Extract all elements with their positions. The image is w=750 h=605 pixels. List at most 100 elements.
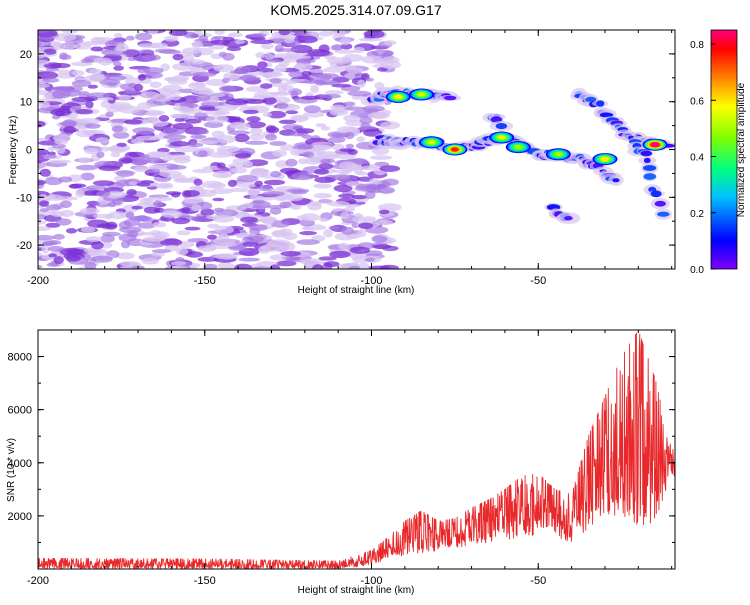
noise-blob — [318, 198, 334, 204]
noise-blob — [360, 122, 371, 129]
noise-blob — [260, 244, 283, 252]
noise-blob — [80, 172, 95, 181]
noise-blob — [226, 46, 242, 52]
noise-blob — [358, 222, 374, 229]
noise-blob — [208, 96, 220, 103]
noise-blob — [343, 106, 367, 111]
noise-blob — [72, 70, 85, 77]
noise-blob — [75, 189, 85, 198]
noise-blob — [339, 148, 356, 153]
noise-blob — [279, 245, 289, 252]
noise-blob — [357, 229, 367, 238]
noise-blob — [118, 157, 133, 164]
noise-blob — [140, 180, 155, 184]
colorbar-ticks: 0.0 0.2 0.4 0.6 0.8 — [690, 40, 716, 276]
noise-blob — [347, 90, 372, 97]
spectrogram-x-label: Height of straight line (km) — [298, 285, 415, 296]
noise-blob — [43, 48, 57, 55]
feature-core — [612, 178, 620, 183]
noise-blob — [160, 63, 170, 72]
noise-blob — [269, 264, 281, 269]
noise-blob — [59, 247, 83, 256]
noise-blob — [211, 130, 225, 138]
noise-blob — [300, 95, 321, 100]
noise-blob — [242, 235, 265, 243]
noise-blob — [255, 52, 266, 59]
noise-blob — [328, 225, 340, 230]
noise-blob — [47, 245, 65, 252]
noise-blob — [168, 90, 182, 95]
y-tick-label: 0 — [26, 145, 32, 157]
noise-blob — [271, 230, 287, 236]
noise-blob — [217, 262, 235, 269]
noise-blob — [142, 236, 166, 242]
feature-hotspot — [427, 140, 436, 145]
noise-blob — [303, 111, 325, 118]
noise-blob — [38, 83, 50, 89]
noise-blob — [115, 252, 135, 260]
feature-core — [640, 150, 653, 157]
noise-blob — [149, 196, 173, 202]
noise-blob — [351, 194, 368, 200]
noise-blob — [250, 33, 267, 38]
noise-blob — [310, 31, 319, 37]
noise-blob — [320, 158, 336, 164]
x-tick-label: -50 — [530, 275, 546, 287]
noise-blob — [137, 43, 161, 48]
noise-blob — [65, 255, 81, 262]
snr-y-label: SNR (10 * v/v) — [6, 438, 17, 502]
noise-blob — [269, 254, 291, 261]
noise-blob — [372, 244, 392, 250]
noise-blob — [38, 148, 50, 156]
noise-blob — [331, 44, 344, 51]
noise-blob — [75, 109, 93, 115]
noise-blob — [332, 76, 350, 83]
noise-blob — [48, 159, 72, 164]
noise-blob — [379, 165, 401, 173]
noise-blob — [106, 106, 121, 113]
feature-core — [444, 95, 457, 101]
noise-blob — [260, 83, 273, 89]
y-tick-label: 20 — [20, 49, 32, 61]
colorbar-label: Normalized spectral amplitude — [736, 82, 747, 217]
noise-blob — [331, 143, 345, 151]
noise-blob — [219, 242, 238, 247]
noise-blob — [89, 68, 103, 75]
noise-blob — [38, 194, 48, 199]
noise-blob — [369, 155, 393, 160]
noise-blob — [212, 170, 233, 179]
noise-blob — [214, 104, 238, 111]
noise-blob — [247, 188, 261, 197]
noise-blob — [383, 40, 397, 46]
noise-blob — [105, 111, 114, 118]
noise-blob — [176, 230, 191, 236]
noise-blob — [250, 39, 275, 45]
noise-blob — [364, 30, 385, 39]
noise-blob — [279, 201, 292, 208]
noise-blob — [318, 256, 337, 261]
noise-blob — [262, 96, 277, 105]
noise-blob — [302, 79, 323, 84]
snr-tick-labels: -200 -150 -100 -50 2000 4000 6000 8000 — [8, 352, 547, 587]
noise-blob — [293, 64, 307, 70]
feature-core — [599, 112, 614, 118]
noise-blob — [175, 178, 191, 183]
noise-blob — [327, 201, 350, 207]
noise-blob — [189, 185, 205, 191]
noise-blob — [118, 105, 141, 114]
feature-core — [654, 200, 666, 207]
noise-blob — [315, 73, 340, 79]
noise-blob — [343, 64, 357, 69]
noise-blob — [338, 193, 356, 199]
noise-blob — [331, 83, 352, 88]
noise-blob — [42, 77, 60, 83]
y-tick-label: 8000 — [8, 352, 32, 364]
noise-blob — [59, 200, 72, 208]
noise-blob — [127, 57, 137, 61]
noise-blob — [63, 126, 77, 134]
noise-blob — [138, 49, 155, 54]
noise-blob — [344, 131, 355, 140]
noise-blob — [172, 54, 184, 61]
noise-blob — [69, 183, 87, 189]
